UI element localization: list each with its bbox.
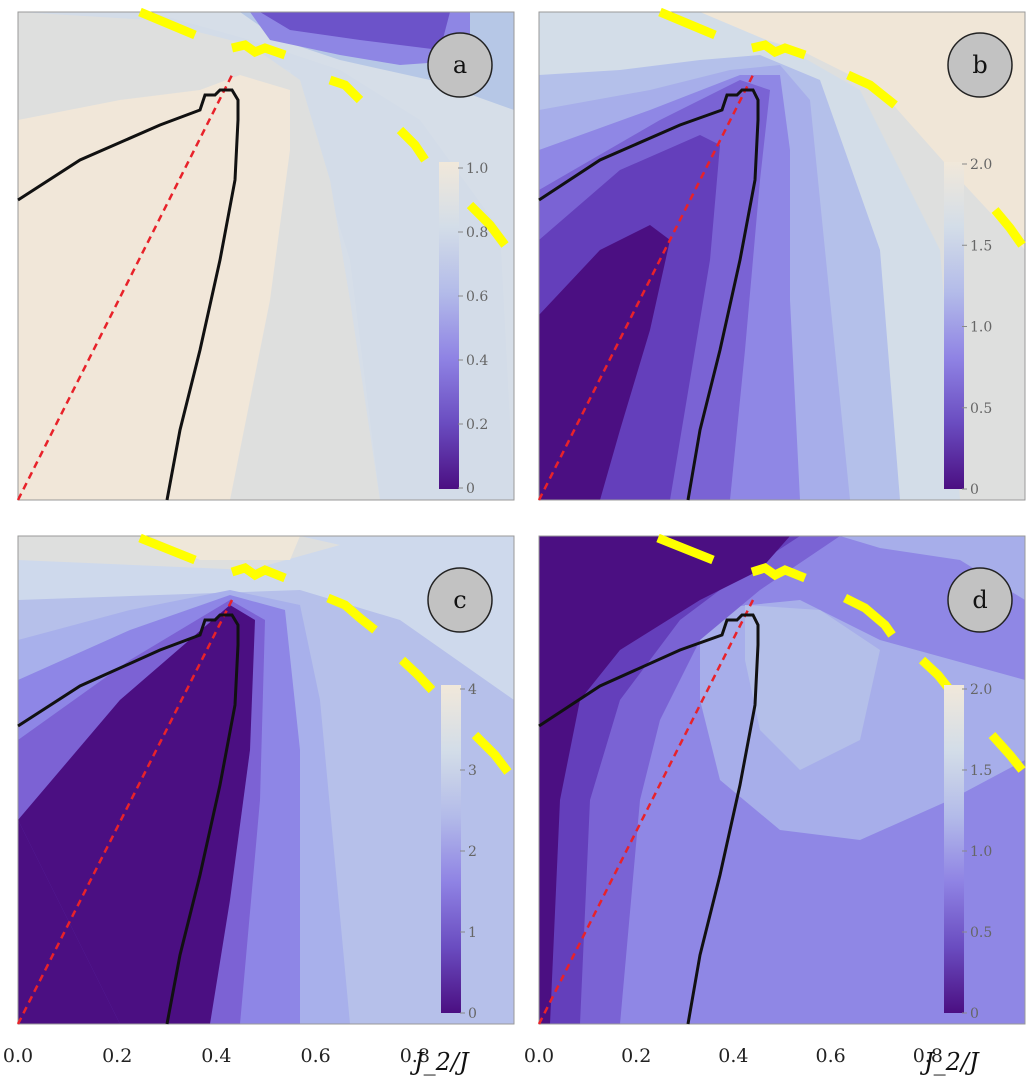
- x-tick-label: 0.6: [815, 1045, 845, 1067]
- colorbar-tick-label: 1.0: [466, 161, 488, 177]
- panel-d: d 2.0 1.5 1.0 0.5 0: [537, 533, 1026, 1025]
- colorbar-tick-label: 0.8: [466, 225, 488, 241]
- panel-a-plot: [18, 12, 514, 500]
- panel-b-label: b: [972, 51, 987, 79]
- colorbar-tick-label: 0.5: [970, 925, 992, 941]
- x-tick-label: 0.6: [300, 1045, 330, 1067]
- panel-a-region-wedge: [18, 75, 290, 500]
- panel-d-region-top-right: [840, 536, 1025, 600]
- panel-a: a 1.0 0.8 0.6 0.4 0.2 0: [16, 7, 515, 501]
- x-axis-title-left: J_2/J: [409, 1048, 470, 1076]
- colorbar-tick-label: 1.0: [970, 320, 992, 336]
- panel-c-region-min: [18, 605, 255, 1024]
- panel-d-label-badge: [947, 567, 1013, 633]
- x-tick-label: 0.2: [102, 1045, 132, 1067]
- panel-b-boundary: [538, 88, 760, 501]
- panel-c-colorbar: [441, 685, 461, 1013]
- panel-b-region-min: [539, 225, 670, 500]
- x-tick-label: 0.4: [718, 1045, 748, 1067]
- panel-a-label-badge: [427, 32, 493, 98]
- panel-a-colorbar-ticks: 1.0 0.8 0.6 0.4 0.2 0: [458, 161, 488, 497]
- panel-d-colorbar: [944, 685, 964, 1013]
- colorbar-tick-label: 2: [468, 844, 477, 860]
- colorbar-tick-label: 1.5: [970, 763, 992, 779]
- colorbar-tick-label: 0: [468, 1006, 477, 1022]
- colorbar-tick-label: 2.0: [970, 157, 992, 173]
- panel-d-boundary: [538, 613, 760, 1025]
- panel-a-dashed-line: [16, 74, 234, 501]
- panel-a-region-right: [18, 12, 514, 500]
- panel-b-colorbar-ticks: 2.0 1.5 1.0 0.5 0: [962, 157, 992, 498]
- panel-d-colorbar-ticks: 2.0 1.5 1.0 0.5 0: [962, 682, 992, 1022]
- x-tick-label: 0.2: [621, 1045, 651, 1067]
- colorbar-tick-label: 0.6: [466, 289, 488, 305]
- colorbar-tick-label: 1.0: [970, 844, 992, 860]
- colorbar-tick-label: 0: [970, 1006, 979, 1022]
- panel-c-label: c: [453, 586, 466, 614]
- panel-c-yellow-boundary: [138, 533, 512, 775]
- panel-d-label: d: [972, 586, 987, 614]
- panel-c-label-badge: [427, 567, 493, 633]
- panel-c-boundary: [17, 613, 240, 1025]
- panel-c: c 4 3 2 1 0: [16, 533, 515, 1025]
- panel-d-yellow-boundary: [656, 533, 1026, 773]
- x-tick-label: 0.4: [201, 1045, 231, 1067]
- colorbar-tick-label: 2.0: [970, 682, 992, 698]
- colorbar-tick-label: 0.4: [466, 353, 488, 369]
- panel-b: b 2.0 1.5 1.0 0.5 0: [537, 7, 1026, 501]
- panel-a-region-top-darker: [260, 12, 450, 50]
- colorbar-tick-label: 3: [468, 763, 477, 779]
- panel-b-colorbar: [944, 162, 964, 489]
- panel-a-label: a: [453, 51, 467, 79]
- x-axis-title-right: J_2/J: [919, 1048, 980, 1076]
- panel-c-colorbar-ticks: 4 3 2 1 0: [460, 682, 477, 1022]
- x-tick-label: 0.8: [400, 1045, 430, 1067]
- panel-a-yellow-boundary: [138, 7, 509, 248]
- x-axis-right: 0.0 0.2 0.4 0.6 0.8: [524, 1045, 943, 1067]
- x-tick-label: 0.8: [913, 1045, 943, 1067]
- x-tick-label: 0.0: [524, 1045, 554, 1067]
- colorbar-tick-label: 0.5: [970, 401, 992, 417]
- x-axis-left: 0.0 0.2 0.4 0.6 0.8: [3, 1045, 430, 1067]
- panel-d-region-blob-inner: [745, 605, 880, 770]
- panel-a-frame: [17, 11, 515, 501]
- x-tick-label: 0.0: [3, 1045, 33, 1067]
- colorbar-tick-label: 0: [970, 482, 979, 498]
- panel-b-dashed-line: [537, 74, 755, 501]
- colorbar-tick-label: 4: [468, 682, 477, 698]
- colorbar-tick-label: 1: [468, 925, 477, 941]
- panel-d-region-min: [539, 536, 790, 1024]
- colorbar-tick-label: 1.5: [970, 238, 992, 254]
- panel-b-region-top-right: [700, 12, 1025, 250]
- panel-c-frame: [17, 535, 515, 1025]
- panel-b-label-badge: [947, 32, 1013, 98]
- colorbar-tick-label: 0.2: [466, 417, 488, 433]
- panel-c-region-top: [18, 536, 514, 700]
- colorbar-tick-label: 0: [466, 481, 475, 497]
- panel-d-frame: [538, 535, 1026, 1025]
- panel-b-frame: [538, 11, 1026, 501]
- panel-a-boundary: [17, 88, 240, 501]
- panel-a-colorbar: [439, 162, 459, 489]
- panel-c-plot: [18, 536, 514, 1024]
